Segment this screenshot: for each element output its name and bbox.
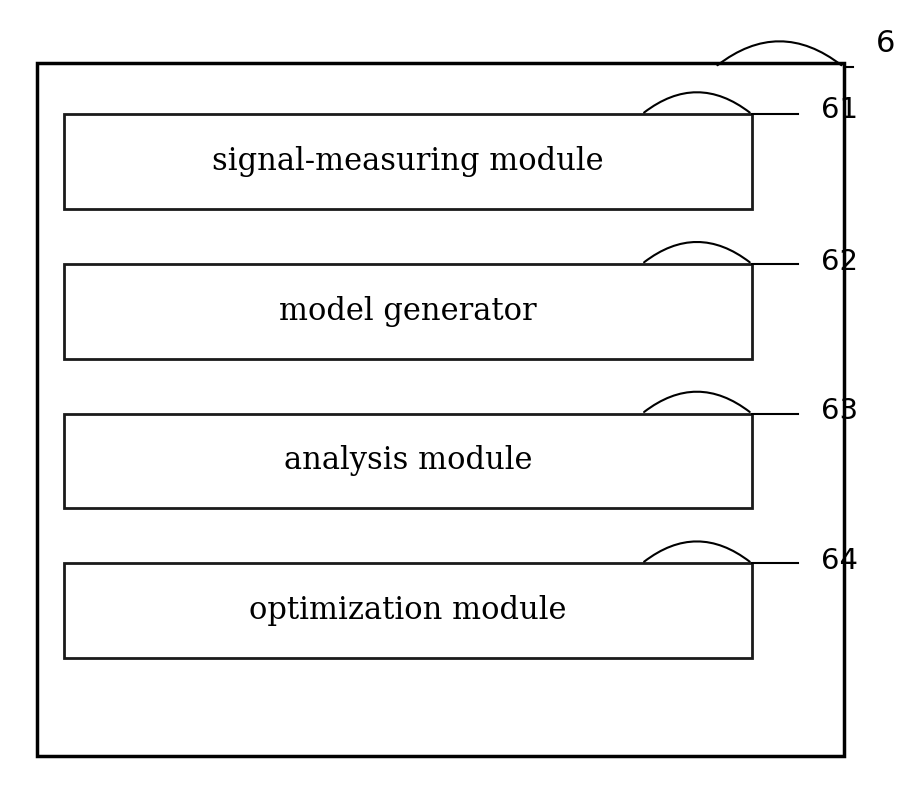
Text: 63: 63 — [821, 397, 857, 426]
FancyBboxPatch shape — [37, 63, 844, 756]
FancyBboxPatch shape — [64, 114, 752, 209]
Text: signal-measuring module: signal-measuring module — [212, 146, 604, 177]
Text: analysis module: analysis module — [284, 445, 532, 477]
Text: 61: 61 — [821, 96, 857, 125]
FancyBboxPatch shape — [64, 414, 752, 508]
Text: 6: 6 — [876, 29, 895, 58]
Text: 62: 62 — [821, 247, 857, 276]
Text: model generator: model generator — [280, 296, 536, 327]
FancyBboxPatch shape — [64, 563, 752, 658]
FancyBboxPatch shape — [64, 264, 752, 359]
Text: optimization module: optimization module — [249, 595, 567, 626]
Text: 64: 64 — [821, 547, 857, 575]
